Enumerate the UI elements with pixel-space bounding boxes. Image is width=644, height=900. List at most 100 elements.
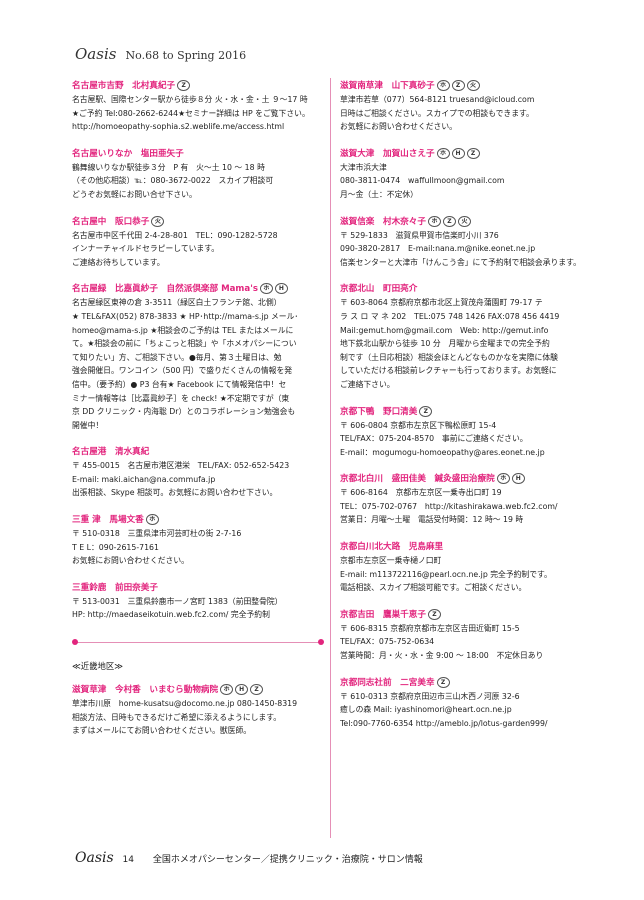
certification-badge-icon: Z — [427, 608, 441, 620]
right-column: 滋賀南草津 山下真砂子ホ Z 火草津市若草（077）564-8121 truesan… — [340, 80, 588, 744]
listing-entry: 京都下鴨 野口清美 Z 〒 606-0804 京都市左京区下鴨松原町 15-4 TEL… — [340, 405, 588, 460]
listing-detail-line: 京都市左京区一乗寺樋ノ口町 — [340, 556, 442, 566]
listing-detail-line: どうぞお気軽にお問い合せ下さい。 — [72, 189, 197, 199]
listing-detail-line: TEL/FAX：075-752-0634 — [340, 637, 435, 647]
page-header: Oasis No.68 to Spring 2016 — [75, 44, 246, 63]
certification-badge-icon: ホ — [427, 215, 441, 227]
listing-detail-line: 電話相談、スカイプ相談可能です。ご相談ください。 — [340, 583, 527, 593]
listing-entry: 京都北白川 盛田佳美 鍼灸盛田治療院ホ H 〒 606-8164 京都市左京区一乗寺… — [340, 473, 588, 527]
listing-detail-line: していただける相談前レクチャーも行っております。お気軽に — [340, 366, 557, 376]
listing-detail-line: 草津市川原 home-kusatsu@docomo.ne.jp 080-1450… — [72, 699, 298, 709]
section-divider — [72, 636, 324, 650]
listing-title: 滋賀大津 加賀山さえ子ホ H Z — [340, 147, 588, 161]
listing-detail-line: 相談方法、日時もできるだけご希望に添えるようにします。 — [72, 712, 282, 722]
listing-detail-line: ご連絡お待ちしています。 — [72, 257, 165, 267]
listing-detail-line: 090-3820-2817 E-mail:nana.m@nike.eonet.n… — [340, 244, 536, 254]
certification-badge-icon: H — [235, 684, 249, 696]
listing-entry: 名古屋港 清水真紀〒 455-0015 名古屋市港区港栄 TEL/FAX: 05… — [72, 446, 324, 500]
listing-detail-line: 出張相談、Skype 相談可。お気軽にお問い合わせ下さい。 — [72, 488, 278, 498]
certification-badge-icon: ホ — [436, 80, 450, 91]
page-number: 14 — [122, 855, 134, 865]
certification-badge-icon: H — [511, 473, 525, 485]
listing-detail-line: Mail:gemut.hom@gmail.com Web: http://gem… — [340, 325, 549, 335]
certification-badge-icon: Z — [451, 80, 465, 91]
practitioner-name: 滋賀南草津 山下真砂子 — [340, 81, 435, 91]
listing-detail-line: 〒 455-0015 名古屋市港区港栄 TEL/FAX: 052-652-542… — [72, 461, 290, 471]
listing-entry: 滋賀南草津 山下真砂子ホ Z 火草津市若草（077）564-8121 truesan… — [340, 80, 588, 134]
listing-detail-line: ★ご予約 Tel:080-2662-6244★セミナー詳細は HP をご覧下さい… — [72, 108, 310, 118]
listing-detail-line: 〒 529-1833 滋賀県甲賀市信楽町小川 376 — [340, 230, 499, 240]
certification-badge-icon: Z — [419, 405, 433, 417]
listing-detail-line: お気軽にお問い合わせください。 — [72, 556, 189, 566]
listing-title: 三重 津 馬場文香ホ — [72, 514, 324, 527]
left-column: 名古屋市吉野 北村真紀子 Z 名古屋駅、国際センター駅から徒歩８分 火・水・金・土 … — [72, 80, 324, 752]
listing-title: 滋賀信楽 村木奈々子ホ Z 火 — [340, 215, 588, 229]
certification-badge-icon: 火 — [457, 215, 471, 227]
footer-text: 全国ホメオパシーセンター／提携クリニック・治療院・サロン情報 — [152, 855, 423, 865]
listing-entry: 滋賀大津 加賀山さえ子ホ H Z 大津市浜大津 080-3811-0474 wafful… — [340, 147, 588, 202]
listing-detail-line: TEL/FAX：075-204-8570 事前にご連絡ください。 — [340, 434, 528, 444]
listing-title: 名古屋いりなか 塩田亜矢子 — [72, 148, 324, 161]
listing-title: 名古屋港 清水真紀 — [72, 446, 324, 459]
listing-entry: 京都同志社前 二宮美幸 Z 〒 610-0313 京都府京田辺市三山木西ノ河原 32… — [340, 676, 588, 731]
certification-badge-icon: ホ — [259, 283, 273, 295]
certification-badge-icon: Z — [250, 684, 264, 696]
listing-detail-line: 日時はご相談ください。スカイプでの相談もできます。 — [340, 108, 534, 118]
listing-entry: 滋賀信楽 村木奈々子ホ Z 火〒 529-1833 滋賀県甲賀市信楽町小川 376 0… — [340, 215, 588, 270]
practitioner-name: 京都同志社前 二宮美幸 — [340, 677, 435, 688]
certification-badge-icon: H — [451, 147, 465, 159]
listing-detail-line: E-mail: maki.aichan@na.commufa.jp — [72, 474, 216, 484]
listing-detail-line: ラ ス ロ マ ネ 202 TEL:075 748 1426 FAX:078 4… — [340, 311, 560, 321]
listing-title: 名古屋緑 比嘉眞紗子 自然派倶楽部 Mama's ホ H — [72, 283, 324, 296]
listing-detail-line: まずはメールにてお問い合わせください。獣医師。 — [72, 726, 252, 736]
listing-detail-line: （その他応相談）℡：080-3672-0022 スカイプ相談可 — [72, 176, 274, 186]
listing-detail-line: 名古屋駅、国際センター駅から徒歩８分 火・水・金・土 ９～17 時 — [72, 95, 308, 104]
certification-badge-icon: ホ — [496, 473, 510, 485]
listing-entry: 京都北山 町田亮介〒 603-8064 京都府京都市北区上賀茂舟蒲園町 79-1… — [340, 283, 588, 391]
listing-detail-line: 〒 610-0313 京都府京田辺市三山木西ノ河原 32-6 — [340, 691, 520, 701]
listing-detail-line: ★ TEL&FAX(052) 878-3833 ★ HP･http://mama… — [72, 311, 299, 321]
practitioner-name: 京都北山 町田亮介 — [340, 284, 418, 295]
practitioner-name: 名古屋市吉野 北村真紀子 — [72, 81, 176, 91]
practitioner-name: 滋賀草津 今村香 いまむら動物病院 — [72, 685, 219, 696]
listing-detail-line: T E L：090-2615-7161 — [72, 542, 159, 552]
listing-detail-line: て。★相談会の前に「ちょこっと相談」や「ホメオパシーについ — [72, 339, 297, 349]
listing-title: 京都下鴨 野口清美 Z — [340, 405, 588, 419]
listing-detail-line: て知りたい」方、ご相談下さい。●毎月、第３土曜日は、勉 — [72, 352, 282, 362]
listing-detail-line: 名古屋市中区千代田 2-4-28-801 TEL：090-1282-5728 — [72, 230, 278, 240]
listing-title: 京都北白川 盛田佳美 鍼灸盛田治療院ホ H — [340, 473, 588, 486]
listing-detail-line: 信楽センターと大津市「けんこう舎」にて予約制で相談会承ります。 — [340, 257, 581, 267]
certification-badge-icon: H — [274, 283, 288, 295]
listing-detail-line: 開催中！ — [72, 420, 104, 430]
listing-detail-line: 鶴舞線いりなか駅徒歩３分 P 有 火～土 10 ～ 18 時 — [72, 162, 265, 172]
listing-detail-line: Tel:090-7760-6354 http://ameblo.jp/lotus… — [340, 718, 548, 728]
practitioner-name: 名古屋中 阪口恭子 — [72, 216, 150, 227]
certification-badge-icon: Z — [466, 147, 480, 159]
listing-detail-line: 080-3811-0474 waffullmoon@gmail.com — [340, 176, 505, 186]
certification-badge-icon: 火 — [466, 80, 480, 91]
listing-detail-line: HP: http://maedaseikotuin.web.fc2.com/ 完… — [72, 610, 270, 620]
listing-detail-line: 〒 606-0804 京都市左京区下鴨松原町 15-4 — [340, 420, 497, 430]
listing-detail-line: ご連絡下さい。 — [340, 379, 395, 389]
listing-detail-line: 月～金（土：不定休） — [340, 189, 418, 199]
listing-detail-line: 京 DD クリニック・内海聡 Dr）とのコラボレーション勉強会も — [72, 407, 296, 417]
practitioner-name: 滋賀大津 加賀山さえ子 — [340, 148, 435, 159]
listing-detail-line: 癒しの森 Mail: iyashinomori@heart.ocn.ne.jp — [340, 705, 512, 715]
listing-detail-line: homeo@mama-s.jp ★相談会のご予約は TEL またはメールに — [72, 325, 294, 335]
listing-entry: 名古屋中 阪口恭子火名古屋市中区千代田 2-4-28-801 TEL：090-1… — [72, 215, 324, 270]
certification-badge-icon: Z — [442, 215, 456, 227]
practitioner-name: 三重鈴鹿 前田奈美子 — [72, 582, 158, 593]
practitioner-name: 京都下鴨 野口清美 — [340, 406, 418, 417]
listing-title: 京都同志社前 二宮美幸 Z — [340, 676, 588, 690]
listing-detail-line: 地下鉄北山駅から徒歩 10 分 月曜から金曜までの完全予約 — [340, 339, 550, 349]
certification-badge-icon: Z — [436, 676, 450, 688]
listing-detail-line: 強会開催日。ワンコイン（500 円）で盛りだくさんの情報を発 — [72, 366, 293, 376]
page-footer: Oasis 14 全国ホメオパシーセンター／提携クリニック・治療院・サロン情報 — [75, 850, 423, 866]
practitioner-name: 京都吉田 鷹巣千恵子 — [340, 609, 426, 620]
listing-detail-line: TEL：075-702-0767 http://kitashirakawa.we… — [340, 501, 558, 511]
listing-title: 滋賀草津 今村香 いまむら動物病院ホ H Z — [72, 684, 324, 697]
practitioner-name: 名古屋緑 比嘉眞紗子 自然派倶楽部 Mama's — [72, 284, 258, 295]
listing-detail-line: 名古屋緑区東神の倉 3-3511（緑区白土フランテ館、北側） — [72, 298, 282, 308]
practitioner-name: 京都白川北大路 児島麻里 — [340, 542, 444, 553]
listing-detail-line: 大津市浜大津 — [340, 162, 387, 172]
